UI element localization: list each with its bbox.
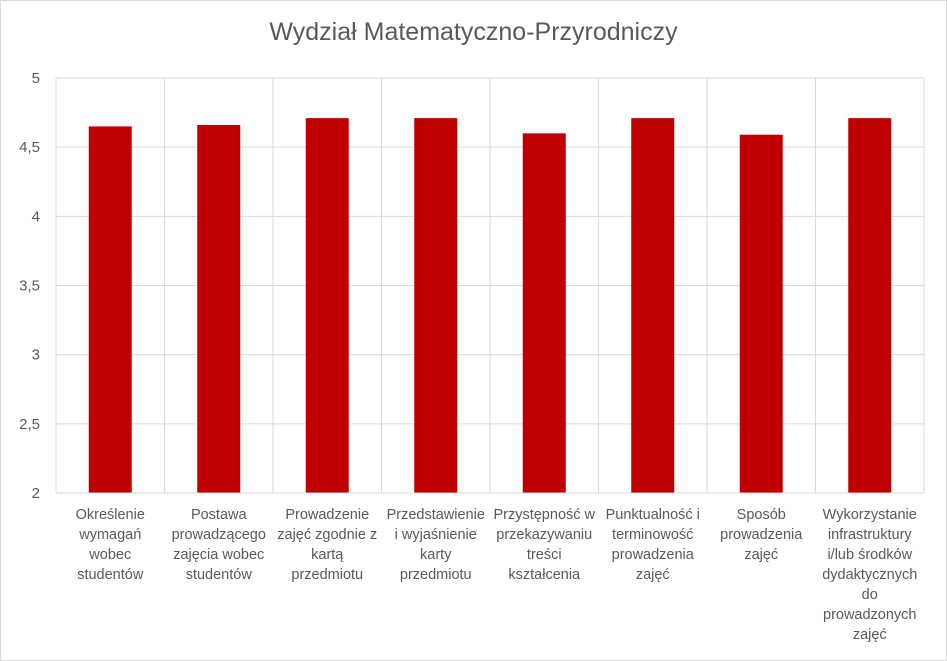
x-category-label-line: treści <box>526 547 562 563</box>
x-category-label-line: kartą <box>311 547 344 563</box>
x-category-label-line: prowadzenia <box>611 547 694 563</box>
bars <box>88 118 892 494</box>
x-category-label-line: zajęć <box>744 547 779 563</box>
x-category-label-line: Sposób <box>736 507 786 523</box>
bar <box>88 126 132 494</box>
y-tick-label: 5 <box>32 70 40 87</box>
grid-lines <box>55 77 925 494</box>
x-category-label-line: studentów <box>185 567 252 583</box>
bar <box>197 125 241 494</box>
x-category-label: Przedstawienie i wyjaśnienie karty przedmio… <box>382 505 491 585</box>
x-category-label-line: Wykorzystanie <box>822 507 917 523</box>
x-category-label: Punktualność i terminowość prowadzenia zaję… <box>599 505 708 585</box>
x-category-label-line: Przedstawienie <box>386 507 485 523</box>
x-category-label-line: zajęcia wobec <box>173 547 265 563</box>
y-tick-label: 4 <box>32 208 40 225</box>
x-category-label: Prowadzenie zajęć zgodnie z kartą przedmiot… <box>273 505 382 585</box>
x-category-label-line: infrastruktury <box>827 527 912 543</box>
x-category-label-line: przedmiotu <box>291 567 364 583</box>
y-tick-label: 3 <box>32 347 40 364</box>
bar <box>631 118 675 493</box>
x-category-label-line: dydaktycznych <box>822 567 918 583</box>
x-category-label-line: wymagań <box>79 527 142 543</box>
x-category-label-line: prowadzącego <box>171 527 266 543</box>
x-category-label-line: studentów <box>77 567 144 583</box>
x-category-label-line: Określenie <box>75 507 145 523</box>
x-category-label: Wykorzystanie infrastruktury i/lub środków… <box>816 505 925 645</box>
x-category-label-line: zajęć zgodnie z <box>277 527 378 543</box>
y-tick-label: 3,5 <box>19 278 40 295</box>
x-category-label-line: prowadzonych <box>823 607 917 623</box>
x-category-label-line: przekazywaniu <box>496 527 593 543</box>
bar <box>739 134 783 493</box>
x-category-label-line: Postawa <box>190 507 247 523</box>
y-axis-ticks: 2 2,5 3 3,5 4 4,5 5 <box>19 70 40 502</box>
x-category-label-line: prowadzenia <box>720 527 803 543</box>
bar <box>522 133 566 494</box>
bar <box>414 118 458 493</box>
x-category-label-line: przedmiotu <box>399 567 472 583</box>
x-category-label-line: kształcenia <box>508 567 581 583</box>
x-category-label-line: karty <box>420 547 452 563</box>
x-category-label: Przystępność w przekazywaniu treści kształc… <box>490 505 599 585</box>
x-category-label-line: wobec <box>89 547 132 563</box>
x-category-label: Sposób prowadzenia zajęć <box>707 505 816 565</box>
x-category-label-line: terminowość <box>612 527 694 543</box>
x-category-label: Określenie wymagań wobec studentów <box>56 505 165 585</box>
x-category-label-line: zajęć <box>852 627 887 643</box>
bar <box>305 118 349 493</box>
bar <box>848 118 892 493</box>
x-category-label: Postawa prowadzącego zajęcia wobec studentó… <box>165 505 274 585</box>
x-category-label-line: do <box>861 587 878 603</box>
y-tick-label: 2,5 <box>19 416 40 433</box>
x-category-label-line: zajęć <box>635 567 670 583</box>
x-category-label-line: Punktualność i <box>605 507 700 523</box>
x-category-label-line: i wyjaśnienie <box>394 527 477 543</box>
y-tick-label: 4,5 <box>19 139 40 156</box>
x-category-label-line: i/lub środków <box>827 547 913 563</box>
x-category-label-line: Prowadzenie <box>285 507 370 523</box>
chart-title: Wydział Matematyczno-Przyrodniczy <box>269 18 678 46</box>
x-category-label-line: Przystępność w <box>493 507 596 523</box>
y-tick-label: 2 <box>32 485 40 502</box>
